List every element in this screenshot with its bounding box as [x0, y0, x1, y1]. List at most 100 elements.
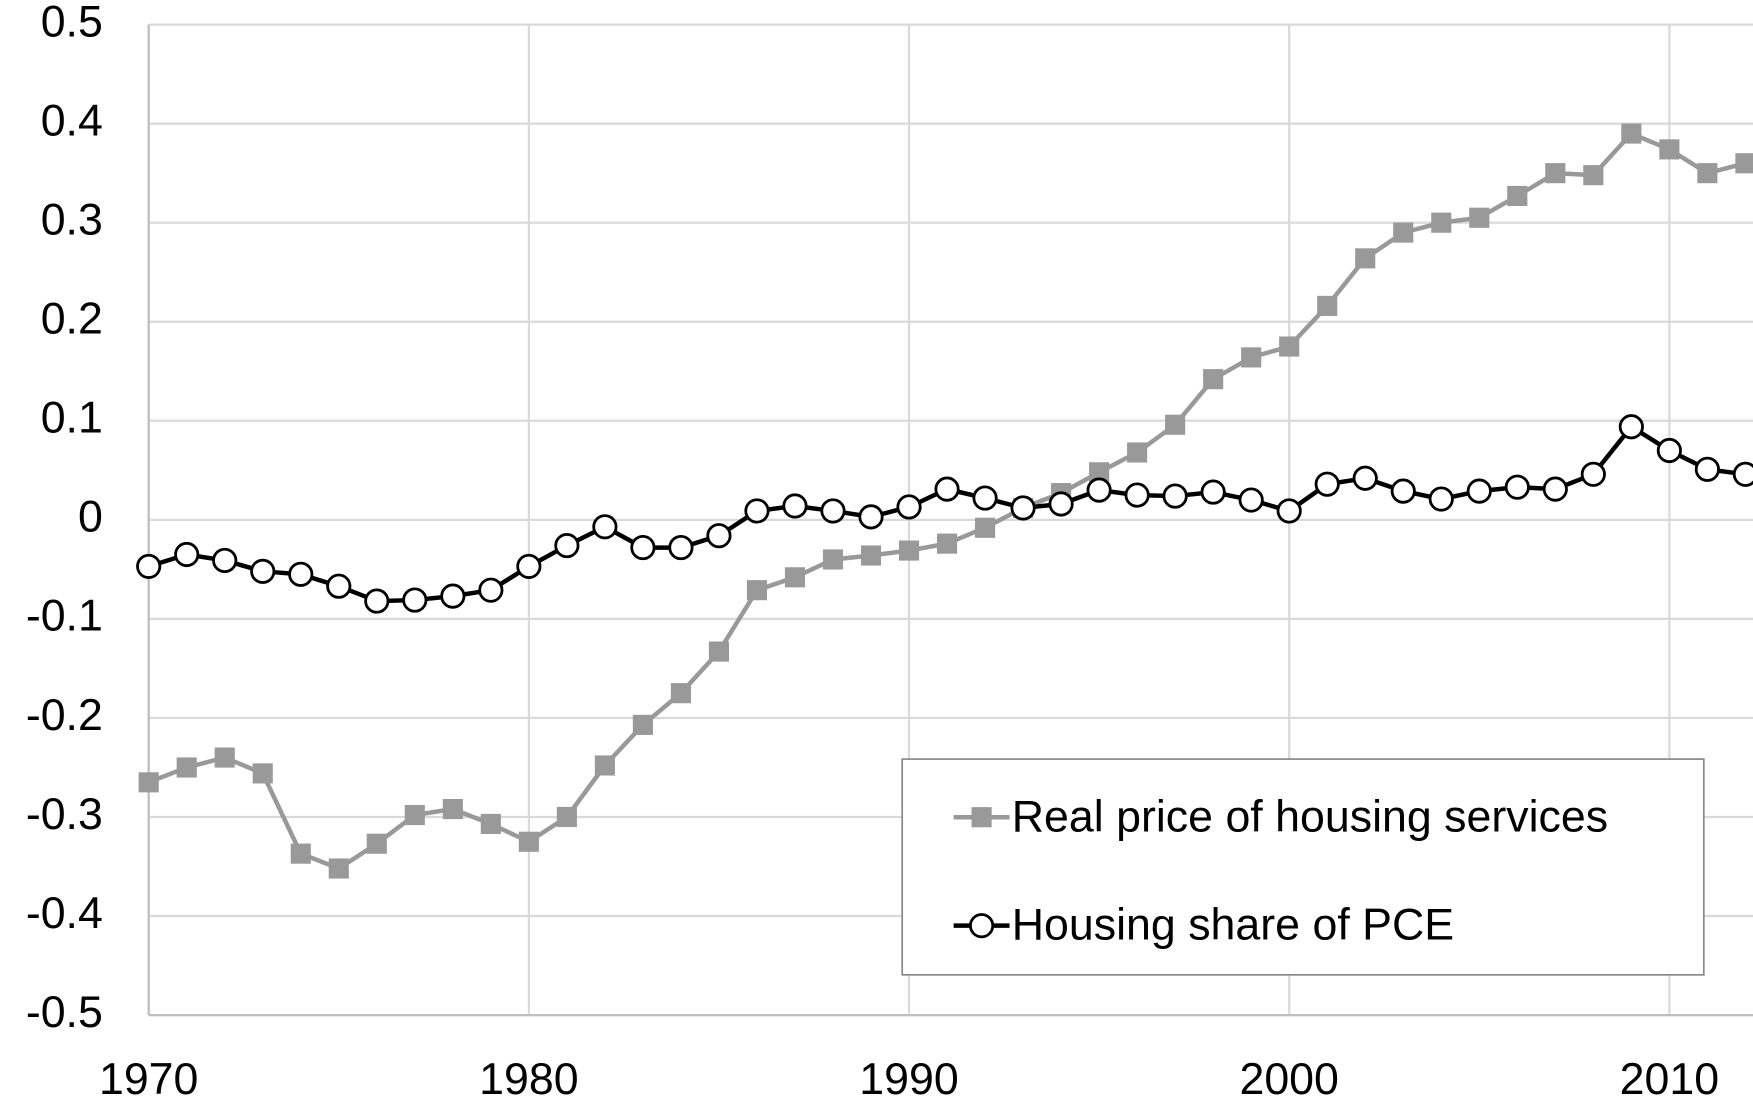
- data-point: [630, 535, 656, 561]
- y-tick-label: 0.2: [41, 295, 103, 344]
- data-point: [1580, 461, 1606, 487]
- data-point: [1352, 465, 1378, 491]
- x-tick-label: 1980: [479, 1055, 578, 1104]
- data-point: [936, 533, 958, 554]
- y-tick-label: 0.1: [41, 394, 103, 443]
- data-point: [1279, 336, 1300, 357]
- y-tick-label: 0.3: [41, 196, 103, 245]
- data-point: [1735, 153, 1753, 174]
- data-point: [1466, 478, 1492, 504]
- legend-marker: [971, 807, 992, 828]
- data-point: [288, 561, 314, 587]
- series-line: [148, 423, 1746, 604]
- data-point: [1656, 437, 1682, 464]
- legend-marker: [969, 913, 995, 939]
- data-point: [138, 772, 159, 793]
- data-point: [442, 799, 463, 820]
- data-point: [554, 533, 580, 559]
- data-point: [1089, 462, 1110, 483]
- data-point: [706, 523, 732, 549]
- data-point: [1428, 486, 1454, 512]
- data-point: [404, 804, 425, 826]
- data-point: [820, 498, 846, 524]
- legend-box: [901, 758, 1705, 976]
- data-point: [1542, 476, 1568, 502]
- data-point: [1393, 222, 1414, 243]
- data-point: [1697, 163, 1718, 184]
- data-point: [214, 747, 235, 768]
- data-point: [516, 553, 542, 579]
- y-tick-label: -0.4: [26, 889, 103, 938]
- data-point: [1545, 163, 1566, 184]
- data-point: [632, 714, 653, 735]
- data-point: [1355, 248, 1376, 269]
- data-point: [1203, 369, 1224, 390]
- data-point: [364, 588, 390, 614]
- data-point: [668, 535, 694, 561]
- data-point: [1659, 139, 1680, 160]
- data-point: [556, 806, 577, 828]
- data-point: [1621, 123, 1642, 144]
- data-point: [1165, 414, 1186, 435]
- data-point: [1048, 491, 1074, 517]
- data-point: [252, 763, 273, 784]
- data-point: [174, 541, 200, 568]
- data-point: [1241, 347, 1262, 368]
- x-tick-label: 2000: [1239, 1055, 1338, 1104]
- data-point: [518, 831, 539, 852]
- y-tick-label: 0.5: [41, 0, 103, 46]
- data-point: [858, 504, 884, 530]
- data-point: [746, 580, 768, 601]
- data-point: [1200, 479, 1226, 505]
- data-point: [934, 476, 960, 502]
- data-point: [1504, 474, 1530, 500]
- data-point: [1583, 165, 1604, 186]
- y-tick-label: -0.5: [26, 988, 103, 1037]
- data-point: [896, 494, 922, 520]
- data-point: [594, 755, 615, 776]
- data-point: [592, 514, 618, 540]
- data-point: [1010, 495, 1036, 521]
- data-point: [1124, 482, 1150, 508]
- y-tick-label: 0.4: [41, 96, 103, 145]
- data-point: [440, 583, 466, 609]
- data-point: [176, 757, 197, 778]
- data-point: [670, 683, 691, 704]
- data-point: [212, 547, 238, 574]
- legend: Real price of housing services Housing sh…: [901, 758, 1705, 976]
- data-point: [328, 858, 349, 879]
- data-point: [1732, 461, 1753, 487]
- data-point: [326, 573, 352, 599]
- y-tick-label: -0.3: [26, 790, 103, 839]
- x-tick-label: 1970: [99, 1055, 198, 1104]
- data-point: [972, 485, 998, 511]
- data-point: [744, 498, 770, 524]
- x-tick-label: 1990: [859, 1055, 958, 1104]
- data-point: [1238, 487, 1264, 513]
- data-point: [478, 577, 504, 603]
- data-point: [1390, 478, 1416, 504]
- data-point: [1086, 477, 1112, 503]
- data-point: [1127, 442, 1148, 463]
- data-point: [708, 641, 730, 662]
- data-point: [1162, 483, 1188, 509]
- data-point: [1507, 185, 1528, 207]
- data-point: [1694, 456, 1720, 482]
- data-point: [1618, 414, 1644, 440]
- y-tick-label: 0: [78, 493, 103, 542]
- x-tick-label: 2010: [1620, 1055, 1719, 1104]
- data-point: [860, 545, 882, 566]
- legend-label: Housing share of PCE: [1012, 901, 1454, 950]
- legend-label: Real price of housing services: [1012, 792, 1608, 841]
- data-point: [136, 553, 162, 579]
- data-point: [250, 558, 276, 584]
- data-point: [290, 843, 311, 864]
- y-tick-label: -0.2: [26, 691, 103, 740]
- data-point: [974, 517, 996, 538]
- data-point: [782, 493, 808, 519]
- data-point: [822, 549, 844, 570]
- data-point: [402, 587, 428, 613]
- data-point: [1431, 212, 1452, 233]
- data-point: [1469, 207, 1490, 228]
